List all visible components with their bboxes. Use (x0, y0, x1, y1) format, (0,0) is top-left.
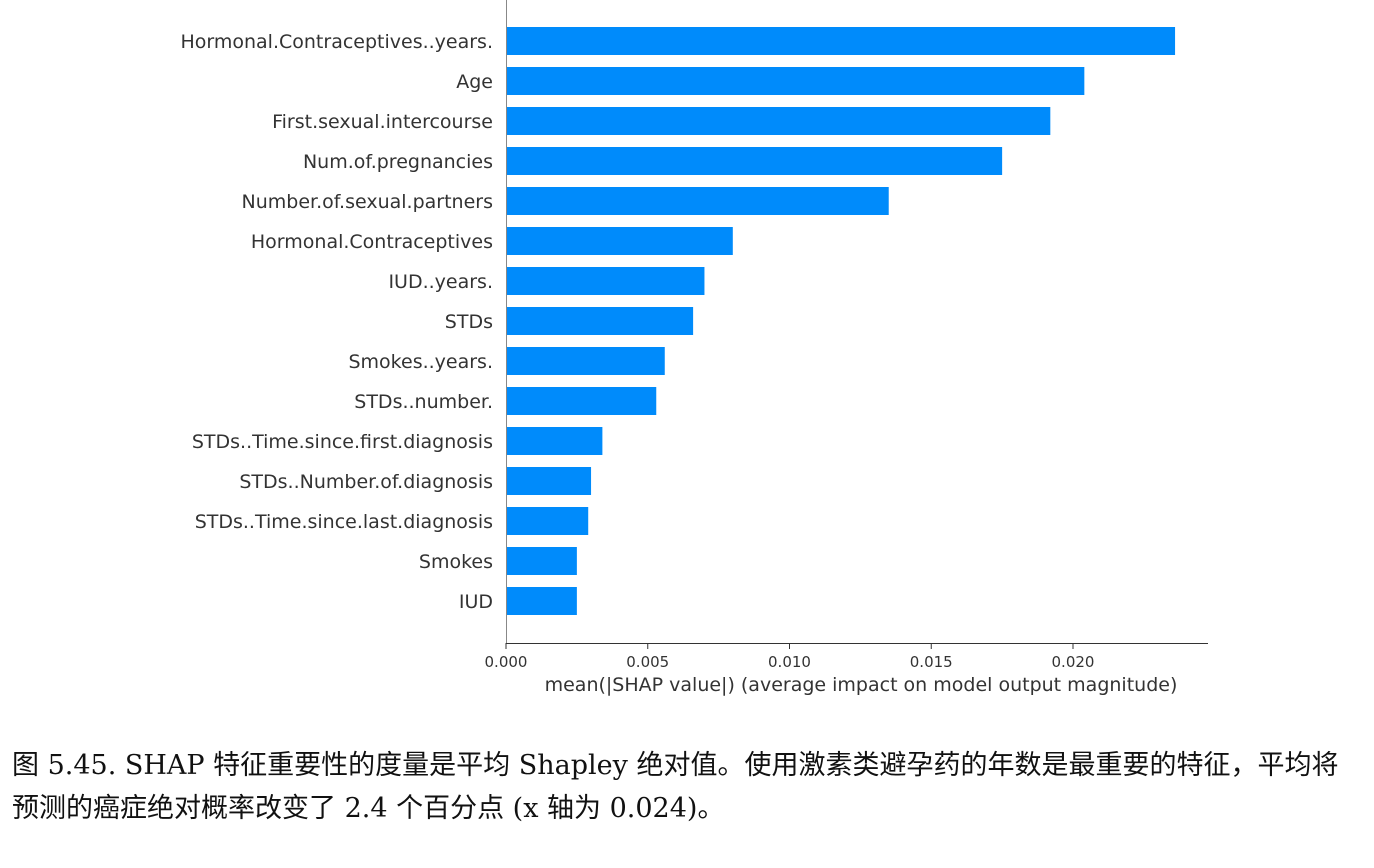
category-label-9: STDs..number. (354, 391, 493, 413)
x-axis-label: mean(|SHAP value|) (average impact on mo… (545, 674, 1178, 696)
x-ticks: 0.000 0.005 0.010 0.015 0.020 (485, 643, 1095, 671)
bar-12 (506, 507, 589, 535)
bar-7 (506, 307, 694, 335)
x-tick-label-1: 0.005 (626, 653, 669, 671)
category-label-7: STDs (445, 311, 493, 333)
bar-14 (506, 587, 577, 615)
x-tick-label-4: 0.020 (1052, 653, 1095, 671)
bar-5 (506, 227, 733, 255)
bar-0 (506, 27, 1176, 55)
bar-10 (506, 427, 603, 455)
x-tick-label-0: 0.000 (485, 653, 528, 671)
category-label-12: STDs..Time.since.last.diagnosis (195, 511, 493, 533)
category-label-0: Hormonal.Contraceptives..years. (180, 31, 493, 53)
bar-11 (506, 467, 592, 495)
category-label-2: First.sexual.intercourse (272, 111, 493, 133)
bar-8 (506, 347, 665, 375)
bar-2 (506, 107, 1051, 135)
category-label-4: Number.of.sexual.partners (242, 191, 494, 213)
bar-4 (506, 187, 889, 215)
bar-6 (506, 267, 705, 295)
figure-caption: 图 5.45. SHAP 特征重要性的度量是平均 Shapley 绝对值。使用激… (12, 750, 1339, 824)
category-labels: Hormonal.Contraceptives..years. Age First.… (180, 31, 493, 613)
category-label-5: Hormonal.Contraceptives (251, 231, 493, 253)
category-label-1: Age (456, 71, 493, 93)
x-tick-label-2: 0.010 (768, 653, 811, 671)
category-label-14: IUD (459, 591, 493, 613)
x-tick-label-3: 0.015 (910, 653, 953, 671)
category-label-10: STDs..Time.since.first.diagnosis (192, 431, 493, 453)
category-label-3: Num.of.pregnancies (303, 151, 493, 173)
bar-13 (506, 547, 577, 575)
category-label-11: STDs..Number.of.diagnosis (239, 471, 493, 493)
bar-3 (506, 147, 1003, 175)
shap-bar-chart: Hormonal.Contraceptives..years. Age First.… (180, 0, 1208, 696)
bars-group (506, 27, 1176, 615)
bar-9 (506, 387, 657, 415)
category-label-6: IUD..years. (388, 271, 493, 293)
category-label-8: Smokes..years. (348, 351, 493, 373)
bar-1 (506, 67, 1085, 95)
category-label-13: Smokes (419, 551, 493, 573)
